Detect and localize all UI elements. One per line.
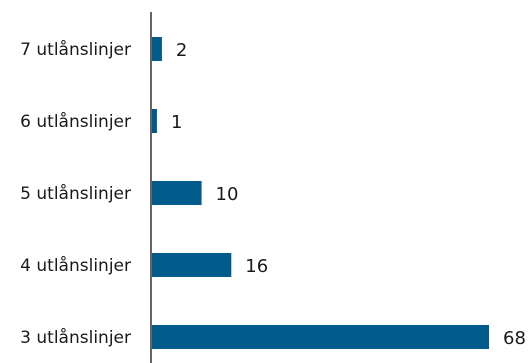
value-label: 68 [503,328,526,349]
bar-1 [152,37,162,61]
category-label: 4 utlånslinjer [20,255,131,276]
value-label: 16 [245,256,268,277]
category-label: 7 utlånslinjer [20,39,131,60]
category-label: 6 utlånslinjer [20,111,131,132]
bar-5 [152,325,489,349]
bar-2 [152,109,157,133]
bars-layer [152,37,489,349]
bar-3 [152,181,202,205]
value-label: 10 [216,184,239,205]
category-label: 3 utlånslinjer [20,327,131,348]
bar-4 [152,253,232,277]
value-label: 1 [171,112,182,133]
category-label: 5 utlånslinjer [20,183,131,204]
labels-layer: 7 utlånslinjer 2 6 utlånslinjer 1 5 utlånsli… [20,39,526,349]
value-label: 2 [176,40,187,61]
